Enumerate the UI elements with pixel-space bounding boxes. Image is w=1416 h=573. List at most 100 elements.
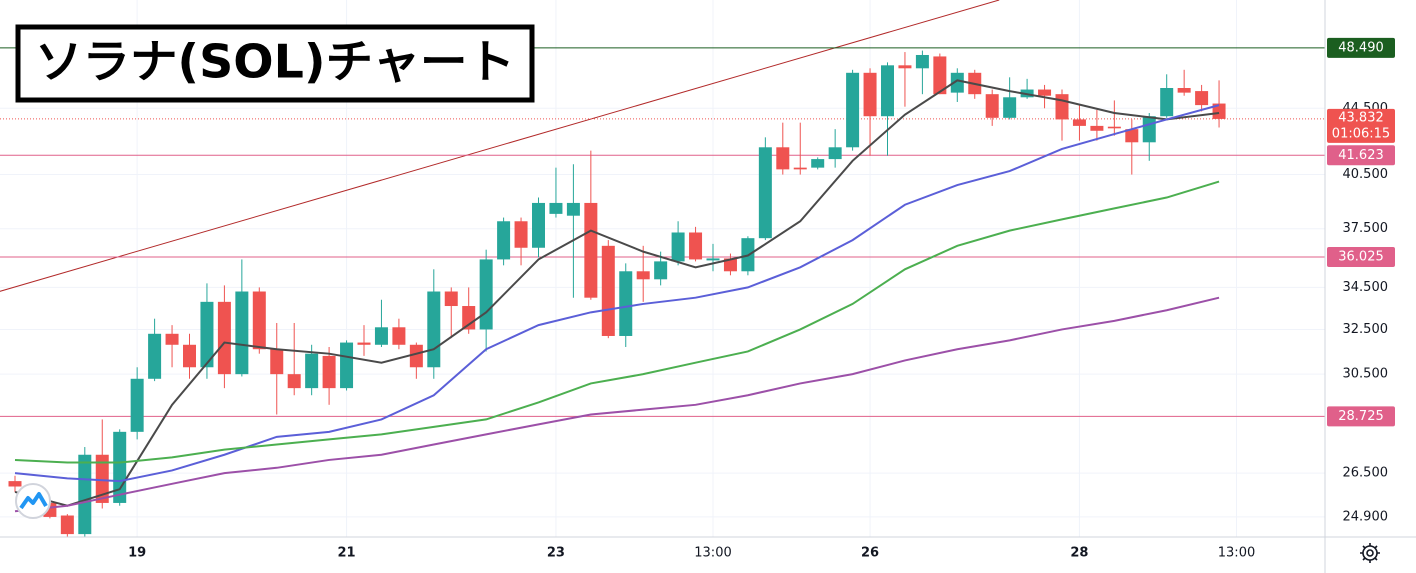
level-box <box>1327 246 1395 267</box>
y-tick-label: 26.500 <box>1343 466 1389 481</box>
candle-body <box>811 159 825 168</box>
candle-body <box>305 353 319 389</box>
candle-body <box>357 342 371 345</box>
candle-body <box>235 291 249 375</box>
candle-body <box>566 202 580 216</box>
candle-body <box>392 327 406 345</box>
candle-body <box>1055 94 1069 120</box>
title-box: ソラナ(SOL)チャート <box>15 24 535 103</box>
candle-body <box>200 301 214 368</box>
x-tick-label: 26 <box>861 546 879 561</box>
x-tick-label: 23 <box>547 546 565 561</box>
candle-body <box>584 202 598 298</box>
ma-line <box>14 180 1220 464</box>
candle-body <box>881 65 894 117</box>
candle-body <box>532 202 545 248</box>
candle-body <box>898 65 912 69</box>
candle-body <box>689 232 703 260</box>
candle-body <box>8 481 22 487</box>
candle-body <box>374 327 388 345</box>
candle-body <box>776 147 790 170</box>
candle-body <box>217 301 231 375</box>
candle-body <box>270 349 284 375</box>
candle-body <box>287 374 301 389</box>
candle-body <box>78 454 92 535</box>
candle-body <box>846 72 860 148</box>
settings-gear[interactable] <box>1360 543 1380 563</box>
candle-body <box>514 221 528 248</box>
ma-line <box>14 79 1220 507</box>
candle-body <box>1195 91 1209 106</box>
candle-body <box>60 515 74 535</box>
x-tick-label: 13:00 <box>694 546 731 561</box>
axis-area: 24.900 26.500 30.500 32.500 34.500 37.500 40.5… <box>128 37 1395 561</box>
candle-body <box>549 202 563 214</box>
candle-body <box>427 291 441 368</box>
candle-body <box>1125 129 1139 143</box>
x-tick-label: 21 <box>338 546 356 561</box>
level-label: 41.623 <box>1338 148 1384 163</box>
candle-body <box>1177 88 1191 93</box>
candle-body <box>723 258 737 272</box>
candle-body <box>758 147 772 239</box>
last-price-box <box>1327 108 1395 143</box>
x-tick-label: 28 <box>1070 546 1088 561</box>
candle-body <box>863 72 877 117</box>
chart-title: ソラナ(SOL)チャート <box>35 35 515 89</box>
level-label: 36.025 <box>1338 249 1384 264</box>
x-tick-label: 19 <box>128 546 146 561</box>
candle-body <box>915 54 929 69</box>
candle-body <box>828 147 842 160</box>
candle-body <box>1142 116 1156 143</box>
candle-body <box>252 291 266 350</box>
candle-body <box>933 56 947 95</box>
candle-body <box>619 271 633 336</box>
level-box <box>1327 145 1395 166</box>
level-label: 28.725 <box>1338 409 1384 424</box>
candle-body <box>479 259 493 330</box>
candle-body <box>165 333 179 345</box>
candle-body <box>1212 103 1226 119</box>
candle-body <box>1038 89 1052 96</box>
candle-body <box>985 94 999 118</box>
x-tick-label: 13:00 <box>1218 546 1255 561</box>
candle-body <box>183 344 196 368</box>
trend-line <box>0 0 1000 292</box>
candle-body <box>1072 119 1086 126</box>
candle-body <box>793 167 807 170</box>
candle-body <box>1090 125 1104 131</box>
tv-logo <box>15 483 51 519</box>
candle-body <box>113 431 127 503</box>
candle-body <box>636 271 650 280</box>
candle-body <box>462 306 476 330</box>
candle-body <box>409 344 423 368</box>
countdown-label: 01:06:15 <box>1332 126 1390 141</box>
y-tick-label: 24.900 <box>1343 509 1389 524</box>
candle-body <box>322 355 336 389</box>
y-tick-label: 37.500 <box>1343 221 1389 236</box>
level-box <box>1327 37 1395 58</box>
candle-body <box>1107 126 1121 129</box>
candle-body <box>950 72 964 93</box>
candle-body <box>497 221 511 260</box>
y-tick-label: 34.500 <box>1343 280 1389 295</box>
ma-line <box>14 104 1220 483</box>
y-tick-label: 30.500 <box>1343 367 1389 382</box>
candle-body <box>706 258 720 261</box>
candle-body <box>444 291 458 307</box>
candle-body <box>1003 97 1017 118</box>
candle-body <box>601 245 615 336</box>
candle-body <box>95 454 109 503</box>
level-box <box>1327 406 1395 427</box>
y-tick-label: 40.500 <box>1343 167 1389 182</box>
last-price-label: 43.832 <box>1338 110 1384 125</box>
level-label: 48.490 <box>1338 40 1384 55</box>
candle-body <box>340 342 354 389</box>
candle-body <box>671 232 685 262</box>
candle-body <box>130 378 144 432</box>
candle-body <box>1160 88 1174 117</box>
ma-line <box>14 296 1220 513</box>
y-tick-label: 32.500 <box>1343 322 1389 337</box>
